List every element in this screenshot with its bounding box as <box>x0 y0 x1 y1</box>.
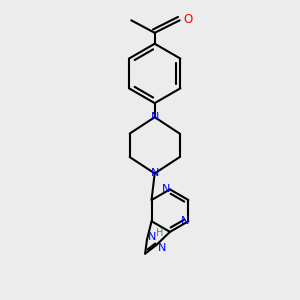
Text: H: H <box>156 228 163 238</box>
Text: O: O <box>183 13 192 26</box>
Text: N: N <box>151 112 159 122</box>
Text: N: N <box>158 243 166 254</box>
Text: N: N <box>151 168 159 178</box>
Text: N: N <box>148 232 157 242</box>
Text: N: N <box>180 216 189 226</box>
Text: N: N <box>162 184 170 194</box>
